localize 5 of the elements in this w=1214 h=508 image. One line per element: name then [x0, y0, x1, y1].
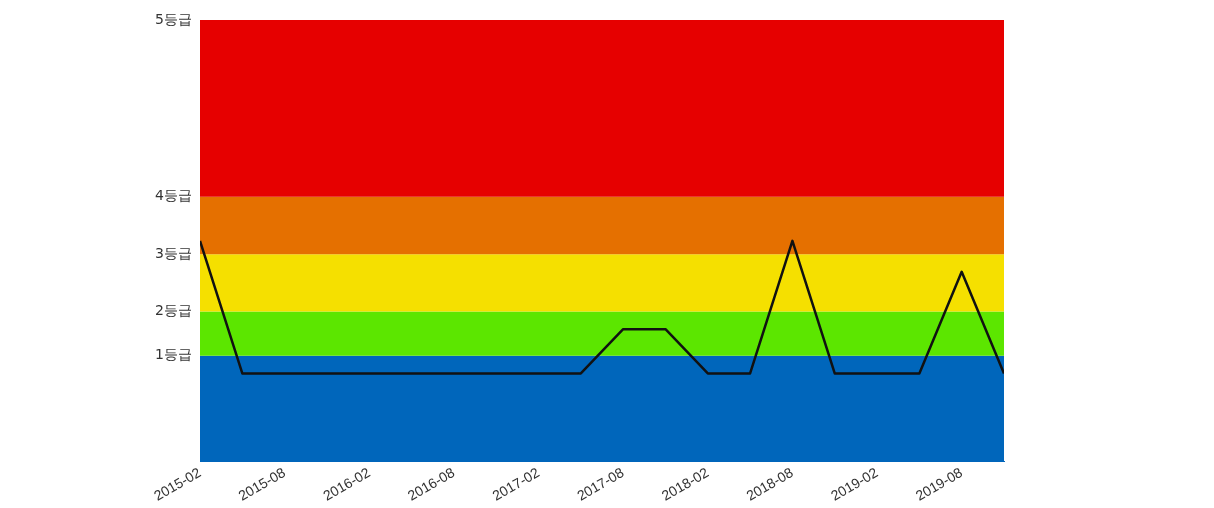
- band-label: 2등급: [155, 302, 192, 319]
- band-label: 1등급: [155, 346, 192, 363]
- band-label: 5등급: [155, 10, 192, 27]
- band-label: 4등급: [155, 187, 192, 204]
- band-label: 3등급: [155, 244, 192, 261]
